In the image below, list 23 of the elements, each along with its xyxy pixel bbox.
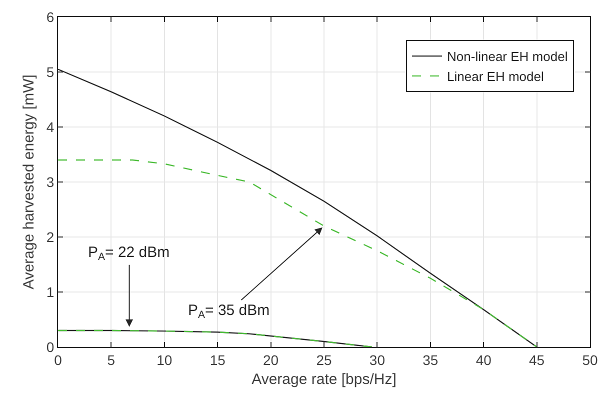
y-tick-label: 4 [46,118,54,135]
x-tick-label: 30 [369,352,386,368]
y-tick-label: 1 [46,284,54,300]
x-tick-label: 35 [422,352,438,368]
x-axis-title: Average rate [bps/Hz] [252,370,396,388]
legend-label: Non-linear EH model [447,49,568,64]
x-tick-label: 40 [476,352,492,368]
y-tick-label: 6 [46,8,54,25]
x-tick-label: 10 [156,352,172,368]
y-tick-label: 2 [46,228,54,245]
y-tick-label: 0 [46,338,54,355]
annotation: P$_{A}$= 35 dBm [188,302,270,322]
x-tick-label: 20 [263,352,279,368]
y-tick-label: 3 [46,174,54,190]
x-tick-label: 5 [107,352,116,368]
annotation: P$_{A}$= 22 dBm [88,244,170,264]
x-tick-label: 25 [316,352,332,368]
y-axis-title: Average harvested energy [mW] [20,74,38,290]
x-tick-label: 50 [582,352,598,368]
legend-label: Linear EH model [447,69,544,84]
x-tick-label: 15 [210,352,226,368]
y-tick-label: 5 [46,64,54,80]
x-tick-label: 45 [529,352,545,368]
